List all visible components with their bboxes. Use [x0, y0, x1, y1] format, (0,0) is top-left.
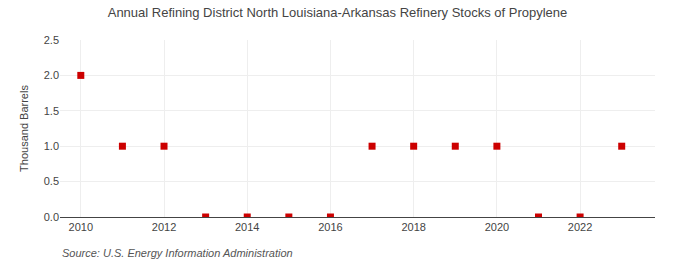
- svg-text:1.5: 1.5: [44, 105, 59, 117]
- svg-text:2016: 2016: [318, 221, 342, 233]
- svg-text:2020: 2020: [485, 221, 509, 233]
- svg-text:2012: 2012: [152, 221, 176, 233]
- svg-text:1.0: 1.0: [44, 140, 59, 152]
- svg-text:2.0: 2.0: [44, 69, 59, 81]
- svg-text:2022: 2022: [568, 221, 592, 233]
- svg-text:Thousand Barrels: Thousand Barrels: [18, 85, 30, 172]
- svg-text:2010: 2010: [69, 221, 93, 233]
- svg-text:2014: 2014: [235, 221, 259, 233]
- svg-text:Annual Refining District North: Annual Refining District North Louisiana…: [108, 5, 568, 20]
- svg-text:0.5: 0.5: [44, 175, 59, 187]
- svg-text:2.5: 2.5: [44, 34, 59, 46]
- svg-text:2018: 2018: [401, 221, 425, 233]
- svg-text:0.0: 0.0: [44, 211, 59, 223]
- svg-text:Source: U.S. Energy Informatio: Source: U.S. Energy Information Administ…: [62, 247, 293, 259]
